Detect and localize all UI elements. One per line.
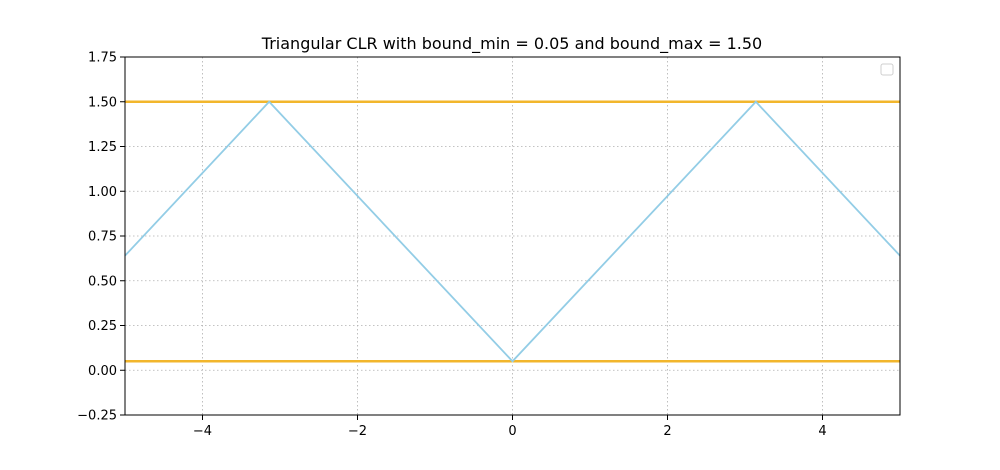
- y-tick-label: 1.00: [88, 185, 117, 200]
- y-tick-label: 0.25: [88, 319, 117, 334]
- series-lines: [124, 100, 901, 363]
- x-tick-label: −2: [348, 424, 367, 439]
- series-line: [124, 100, 901, 363]
- y-axis-ticks: −0.25 0.00 0.25 0.50 0.75 1.00 1.25 1.50 1.75: [77, 51, 125, 424]
- chart-title: Triangular CLR with bound_min = 0.05 and…: [261, 34, 762, 54]
- y-tick-label: 1.25: [88, 140, 117, 155]
- legend-box: [880, 63, 894, 76]
- y-tick-label: 1.50: [88, 95, 117, 110]
- y-tick-label: 0.00: [88, 364, 117, 379]
- y-tick-label: 0.75: [88, 230, 117, 245]
- x-tick-label: 2: [663, 424, 671, 439]
- y-tick-label: −0.25: [77, 409, 117, 424]
- x-tick-label: −4: [193, 424, 212, 439]
- x-axis-ticks: −4 −2 0 2 4: [193, 415, 827, 439]
- y-tick-label: 0.50: [88, 274, 117, 289]
- x-tick-label: 4: [818, 424, 826, 439]
- x-tick-label: 0: [508, 424, 516, 439]
- y-tick-label: 1.75: [88, 51, 117, 66]
